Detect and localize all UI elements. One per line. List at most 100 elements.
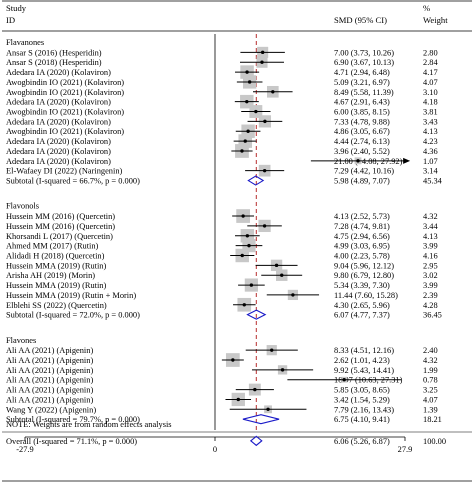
g0-study-3-point [247,80,252,84]
g2-study-1-label: Ali AA (2021) (Apigenin) [6,356,93,365]
g1-study-8-point [291,293,295,297]
g0-study-0-label: Ansar S (2016) (Hesperidin) [6,48,102,57]
g1-study-0-ci: 4.13 (2.52, 5.73) [334,212,390,221]
g2-study-2-label: Ali AA (2021) (Apigenin) [6,366,93,375]
g1-study-9-point [242,303,246,307]
g1-study-2-weight: 4.13 [423,232,438,241]
g0-study-8-weight: 4.13 [423,127,438,136]
g0-study-11-point [356,159,360,163]
g2-study-1-point [231,358,235,362]
g0-study-10-ci: 3.96 (2.40, 5.52) [334,147,390,156]
group-1-subtotal-weight: 36.45 [423,311,442,320]
g0-study-2-weight: 4.17 [423,68,438,77]
g1-study-0-point [241,214,245,218]
g2-study-0-label: Ali AA (2021) (Apigenin) [6,346,93,355]
overall-diamond [249,435,263,447]
g0-study-1-ci: 6.90 (3.67, 10.13) [334,58,394,67]
g1-study-1-weight: 3.44 [423,222,438,231]
g1-study-2-ci: 4.75 (2.94, 6.56) [334,232,390,241]
group-2-subtotal-diamond [242,414,280,425]
g0-study-5-weight: 4.18 [423,98,438,107]
g2-study-6-point [266,407,270,412]
g0-study-1-point [260,60,264,64]
g0-study-2-ci: 4.71 (2.94, 6.48) [334,68,390,77]
g1-study-3-point [247,243,251,248]
g0-study-4-point [271,90,275,94]
g0-study-11-weight: 1.07 [423,157,438,166]
g1-study-7-weight: 3.99 [423,281,438,290]
g2-study-6-weight: 1.39 [423,405,438,414]
g1-study-8-label: Hussein MMA (2019) (Rutin + Morin) [6,291,136,300]
group-1-subtotal-diamond [246,309,267,320]
g1-study-1-point [262,224,267,228]
g0-study-0-point [260,50,265,55]
g1-study-1-ci: 7.28 (4.74, 9.81) [334,222,390,231]
g0-study-2-point [245,70,249,74]
g0-study-10-point [240,149,244,153]
g0-study-5-point [245,99,249,104]
g1-study-7-ci: 5.34 (3.39, 7.30) [334,281,390,290]
g0-study-12-ci: 7.29 (4.42, 10.16) [334,167,394,176]
g0-study-12-label: El-Wafaey DI (2022) (Naringenin) [6,167,123,176]
g2-study-3-weight: 0.78 [423,376,438,385]
g0-study-8-point [246,129,250,133]
g0-study-9-weight: 4.23 [423,137,438,146]
g2-study-5-ci: 3.42 (1.54, 5.29) [334,395,390,404]
g1-study-2-point [245,234,250,238]
group-0-subtotal-diamond [247,175,265,186]
g1-study-4-ci: 4.00 (2.23, 5.78) [334,251,390,260]
g1-study-6-weight: 3.02 [423,271,438,280]
group-2-subtotal-ci: 6.75 (4.10, 9.41) [334,415,390,424]
g2-study-6-label: Wang Y (2022) (Apigenin) [6,405,96,414]
g2-study-1-weight: 4.32 [423,356,438,365]
g0-study-8-label: Awogbindin IO (2021) (Kolaviron) [6,127,124,136]
g0-study-0-weight: 2.80 [423,48,438,57]
group-0-title: Flavanones [6,38,44,47]
g2-study-4-point [253,387,257,392]
g2-study-4-weight: 3.25 [423,386,438,395]
g0-study-12-point [262,168,267,173]
g0-study-4-ci: 8.49 (5.58, 11.39) [334,88,394,97]
g0-study-7-weight: 3.43 [423,117,438,126]
g0-study-3-weight: 4.07 [423,78,438,87]
g0-study-5-ci: 4.67 (2.91, 6.43) [334,98,390,107]
overall-label: Overall (I-squared = 71.1%, p = 0.000) [6,437,137,446]
header-percent: % [423,3,430,13]
header-id: ID [6,15,15,25]
g0-study-11-label: Adedara IA (2020) (Kolaviron) [6,157,111,166]
g1-study-2-label: Khorsandi L (2017) (Quercetin) [6,232,113,241]
group-1-subtotal-ci: 6.07 (4.77, 7.37) [334,311,390,320]
group-0-subtotal-weight: 45.34 [423,177,443,186]
g1-study-4-point [240,253,244,258]
g0-study-5-label: Adedara IA (2020) (Kolaviron) [6,98,111,107]
g0-study-11-arrow [403,157,411,164]
g1-study-5-point [274,263,279,268]
note-text: NOTE: Weights are from random effects an… [6,420,172,429]
g2-study-3-point [342,378,346,382]
g2-study-2-weight: 1.99 [423,366,438,375]
g2-study-0-ci: 8.33 (4.51, 12.16) [334,346,394,355]
g1-study-5-label: Hussein MMA (2019) (Rutin) [6,261,106,270]
g0-study-10-weight: 4.36 [423,147,438,156]
group-1-subtotal-label: Subtotal (I-squared = 72.0%, p = 0.000) [6,311,140,320]
g1-study-6-point [280,273,284,277]
g0-study-9-ci: 4.44 (2.74, 6.13) [334,137,390,146]
g2-study-5-label: Ali AA (2021) (Apigenin) [6,395,93,404]
g1-study-0-weight: 4.32 [423,212,438,221]
x-tick-label-1: 0 [213,445,217,454]
g0-study-4-label: Awogbindin IO (2021) (Kolaviron) [6,88,124,97]
g2-study-4-label: Ali AA (2021) (Apigenin) [6,386,93,395]
g0-study-10-label: Adedara IA (2020) (Kolaviron) [6,147,111,156]
g1-study-7-label: Hussein MMA (2019) (Rutin) [6,281,106,290]
group-2-subtotal-label: Subtotal (I-squared = 79.7%, p = 0.000) [6,415,140,424]
g0-study-6-ci: 6.00 (3.85, 8.15) [334,108,390,117]
header-weight: Weight [423,15,448,25]
g1-study-4-weight: 4.16 [423,251,438,260]
g2-study-6-ci: 7.79 (2.16, 13.43) [334,405,394,414]
group-0-subtotal-ci: 5.98 (4.89, 7.07) [334,177,390,186]
g0-study-1-label: Ansar S (2018) (Hesperidin) [6,58,102,67]
g0-study-3-label: Awogbindin IO (2021) (Kolaviron) [6,78,124,87]
g1-study-5-ci: 9.04 (5.96, 12.12) [334,261,394,270]
